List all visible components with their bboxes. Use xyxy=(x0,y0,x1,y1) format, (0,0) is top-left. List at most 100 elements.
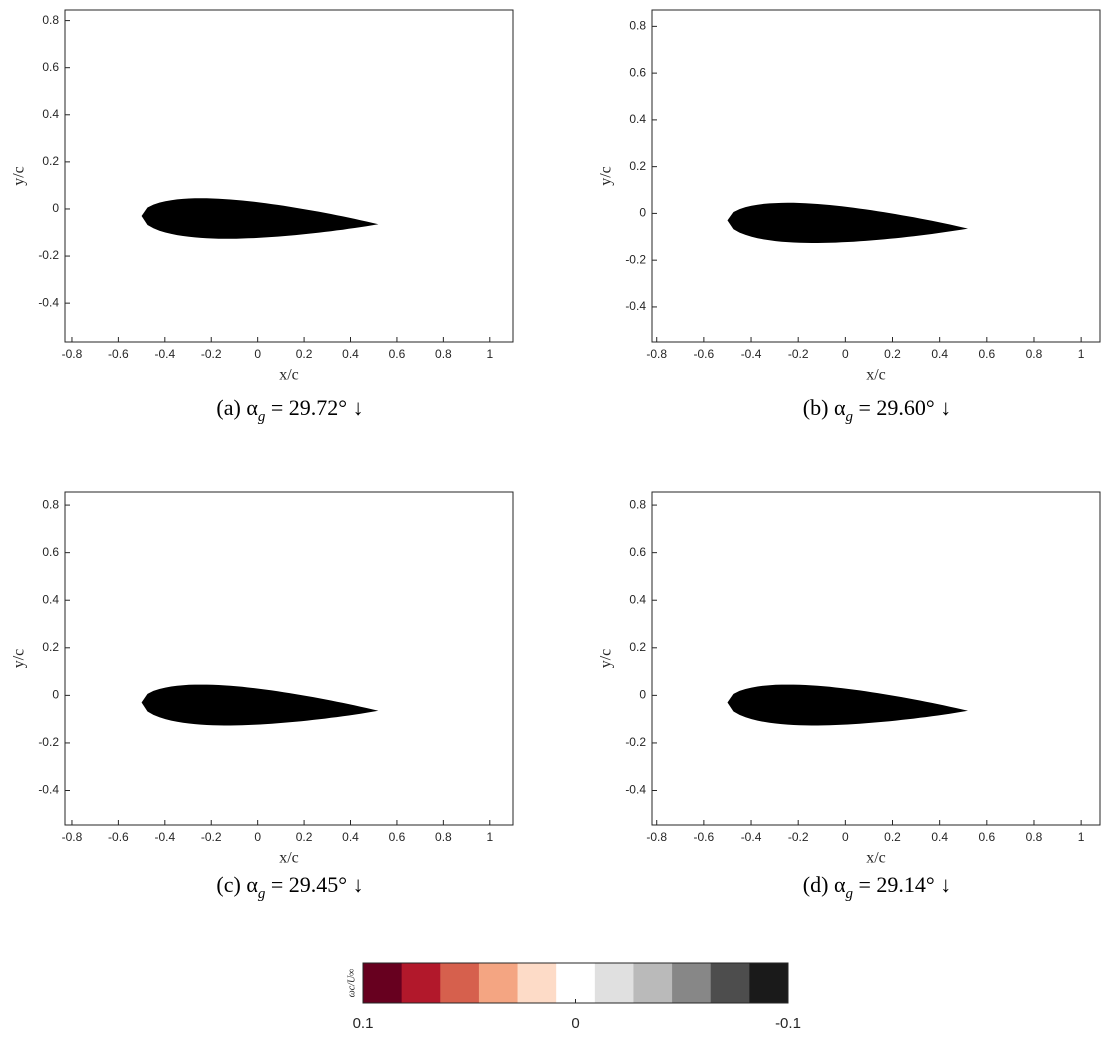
y-tick-label: 0 xyxy=(639,688,646,702)
x-tick-label: 0.2 xyxy=(296,830,313,844)
plot-area xyxy=(652,492,1100,825)
subplot: -0.8 -0.6 -0.4 -0.2 0 0.2 0.4 0.6 0.8 1 -0.4 -0.2 0 0… xyxy=(11,491,514,902)
x-tick-label: -0.2 xyxy=(201,830,222,844)
y-axis-label: y/c xyxy=(11,649,28,669)
x-axis-label: x/c xyxy=(866,367,886,384)
colorbar-tick-label: 0.1 xyxy=(353,1015,374,1032)
colorbar-cell xyxy=(401,963,441,1003)
y-tick-label: 0 xyxy=(52,201,59,215)
colorbar: 0.1 0 -0.1 ωc/U∞ xyxy=(346,962,801,1032)
airfoil xyxy=(141,684,379,726)
y-tick-label: -0.4 xyxy=(38,295,59,309)
y-tick-label: 0.8 xyxy=(629,19,646,33)
colorbar-tick-label: -0.1 xyxy=(775,1015,801,1032)
x-tick-label: 0.8 xyxy=(1026,830,1043,844)
caption: (c) αg = 29.45° ↓ xyxy=(216,872,363,902)
x-tick-label: 0.4 xyxy=(342,830,359,844)
x-tick-label: 1 xyxy=(1078,830,1085,844)
x-tick-label: -0.2 xyxy=(788,830,809,844)
y-tick-label: 0.2 xyxy=(42,154,59,168)
y-tick-label: -0.4 xyxy=(38,783,59,797)
x-tick-label: -0.8 xyxy=(646,347,667,361)
colorbar-cell xyxy=(594,963,634,1003)
airfoil xyxy=(727,684,968,726)
y-tick-label: 0 xyxy=(52,688,59,702)
x-tick-label: 0.8 xyxy=(1026,347,1043,361)
x-tick-label: -0.4 xyxy=(741,830,762,844)
y-tick-label: -0.2 xyxy=(38,735,59,749)
colorbar-cell xyxy=(749,963,789,1003)
caption-part: (b) α xyxy=(803,395,846,420)
x-tick-label: -0.8 xyxy=(646,830,667,844)
caption-part: (d) α xyxy=(803,872,846,897)
y-axis-label: y/c xyxy=(598,166,615,186)
x-tick-label: -0.4 xyxy=(741,347,762,361)
airfoil xyxy=(727,202,968,243)
x-axis-label: x/c xyxy=(866,850,886,867)
colorbar-cell xyxy=(440,963,480,1003)
y-tick-label: 0.6 xyxy=(42,60,59,74)
plot-area xyxy=(65,492,513,825)
x-tick-label: -0.8 xyxy=(62,830,83,844)
y-tick-label: 0 xyxy=(639,206,646,220)
y-tick-label: -0.4 xyxy=(625,783,646,797)
x-tick-label: 0.2 xyxy=(296,347,313,361)
x-tick-label: 0.2 xyxy=(884,347,901,361)
y-tick-label: -0.4 xyxy=(625,299,646,313)
colorbar-cell xyxy=(672,963,712,1003)
y-tick-label: 0.2 xyxy=(42,640,59,654)
y-tick-label: 0.4 xyxy=(42,107,59,121)
y-tick-label: -0.2 xyxy=(625,252,646,266)
colorbar-label: ωc/U∞ xyxy=(346,969,357,998)
y-tick-label: 0.4 xyxy=(629,592,646,606)
x-tick-label: 0 xyxy=(254,830,261,844)
caption: (b) αg = 29.60° ↓ xyxy=(803,395,951,425)
x-tick-label: 0 xyxy=(842,830,849,844)
colorbar-cell xyxy=(710,963,750,1003)
x-tick-label: 1 xyxy=(486,830,493,844)
y-axis-label: y/c xyxy=(598,649,615,669)
caption-part: g xyxy=(845,886,853,902)
x-tick-label: 0.6 xyxy=(978,347,995,361)
caption-part: = 29.72° ↓ xyxy=(265,395,363,420)
x-tick-label: 0 xyxy=(254,347,261,361)
colorbar-tick-label: 0 xyxy=(571,1015,579,1032)
y-tick-label: 0.6 xyxy=(629,65,646,79)
x-tick-label: -0.2 xyxy=(201,347,222,361)
x-tick-label: 0.4 xyxy=(931,347,948,361)
caption: (a) αg = 29.72° ↓ xyxy=(216,395,363,425)
x-tick-label: 0.8 xyxy=(435,830,452,844)
x-tick-label: 0 xyxy=(842,347,849,361)
caption: (d) αg = 29.14° ↓ xyxy=(803,872,951,902)
y-tick-label: -0.2 xyxy=(38,248,59,262)
colorbar-cell xyxy=(363,963,403,1003)
subplot: -0.8 -0.6 -0.4 -0.2 0 0.2 0.4 0.6 0.8 1 -0.4 -0.2 0 0… xyxy=(598,491,1101,902)
y-tick-label: 0.4 xyxy=(629,112,646,126)
x-tick-label: 0.6 xyxy=(389,830,406,844)
plot-area xyxy=(65,10,513,342)
axes-box xyxy=(651,9,1101,343)
x-axis-label: x/c xyxy=(279,850,299,867)
colorbar-cell xyxy=(556,963,596,1003)
subplot: -0.8 -0.6 -0.4 -0.2 0 0.2 0.4 0.6 0.8 1 -0.4 -0.2 0 0… xyxy=(11,9,514,425)
x-tick-label: 0.8 xyxy=(435,347,452,361)
x-tick-label: -0.8 xyxy=(62,347,83,361)
caption-part: g xyxy=(258,409,266,425)
airfoil xyxy=(141,198,379,239)
colorbar-cell xyxy=(478,963,519,1003)
caption-part: (c) α xyxy=(216,872,258,897)
x-tick-label: 0.4 xyxy=(342,347,359,361)
colorbar-cell xyxy=(517,963,557,1003)
x-tick-label: -0.6 xyxy=(694,830,715,844)
caption-part: g xyxy=(258,886,266,902)
y-tick-label: 0.2 xyxy=(629,159,646,173)
x-tick-label: -0.6 xyxy=(694,347,715,361)
caption-part: (a) α xyxy=(216,395,258,420)
y-tick-label: 0.8 xyxy=(629,497,646,511)
caption-part: = 29.14° ↓ xyxy=(853,872,951,897)
axes-box xyxy=(64,9,514,343)
y-tick-label: 0.8 xyxy=(42,13,59,27)
subplot: -0.8 -0.6 -0.4 -0.2 0 0.2 0.4 0.6 0.8 1 -0.4 -0.2 0 0… xyxy=(598,9,1101,425)
x-tick-label: 0.6 xyxy=(978,830,995,844)
